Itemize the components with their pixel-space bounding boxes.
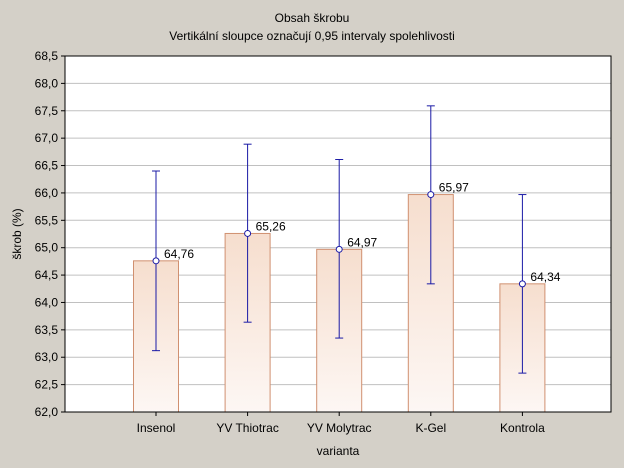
y-tick-label: 68,5 bbox=[35, 49, 59, 63]
y-tick-label: 67,5 bbox=[35, 104, 59, 118]
data-label: 64,34 bbox=[530, 270, 560, 284]
x-axis-label: varianta bbox=[317, 444, 360, 458]
y-tick-label: 62,5 bbox=[35, 378, 59, 392]
y-tick-label: 68,0 bbox=[35, 76, 59, 90]
y-tick-label: 62,0 bbox=[35, 405, 59, 419]
mean-point bbox=[335, 245, 343, 253]
y-tick-label: 63,0 bbox=[35, 350, 59, 364]
x-tick-label: K-Gel bbox=[415, 421, 446, 435]
data-label: 64,97 bbox=[347, 235, 377, 249]
y-axis: 62,0 62,5 63,0 63,5 64,0 64,5 65,0 65,5 66,0 66,5… bbox=[35, 49, 65, 419]
mean-point bbox=[244, 229, 252, 237]
x-axis: Insenol YV Thiotrac YV Molytrac K-Gel Kontro… bbox=[137, 412, 545, 435]
y-tick-label: 65,5 bbox=[35, 213, 59, 227]
mean-point bbox=[518, 280, 526, 288]
error-bars: 64,76 65,26 64,97 65,97 64,34 bbox=[152, 105, 561, 374]
mean-point bbox=[427, 191, 435, 199]
chart-subtitle: Vertikální sloupce označují 0,95 interva… bbox=[169, 29, 455, 43]
x-tick-label: YV Thiotrac bbox=[216, 421, 278, 435]
data-label: 65,97 bbox=[439, 181, 469, 195]
data-label: 64,76 bbox=[164, 247, 194, 261]
data-label: 65,26 bbox=[256, 219, 286, 233]
x-tick-label: Kontrola bbox=[500, 421, 545, 435]
chart-title: Obsah škrobu bbox=[275, 11, 350, 25]
y-tick-label: 64,0 bbox=[35, 295, 59, 309]
y-tick-label: 63,5 bbox=[35, 323, 59, 337]
y-tick-label: 67,0 bbox=[35, 131, 59, 145]
mean-point bbox=[152, 257, 160, 265]
y-tick-label: 65,0 bbox=[35, 241, 59, 255]
x-tick-label: YV Molytrac bbox=[307, 421, 372, 435]
x-tick-label: Insenol bbox=[137, 421, 176, 435]
y-tick-label: 66,0 bbox=[35, 186, 59, 200]
plot-frame bbox=[64, 55, 612, 413]
y-axis-label: škrob (%) bbox=[10, 208, 24, 259]
y-tick-label: 66,5 bbox=[35, 159, 59, 173]
y-tick-label: 64,5 bbox=[35, 268, 59, 282]
